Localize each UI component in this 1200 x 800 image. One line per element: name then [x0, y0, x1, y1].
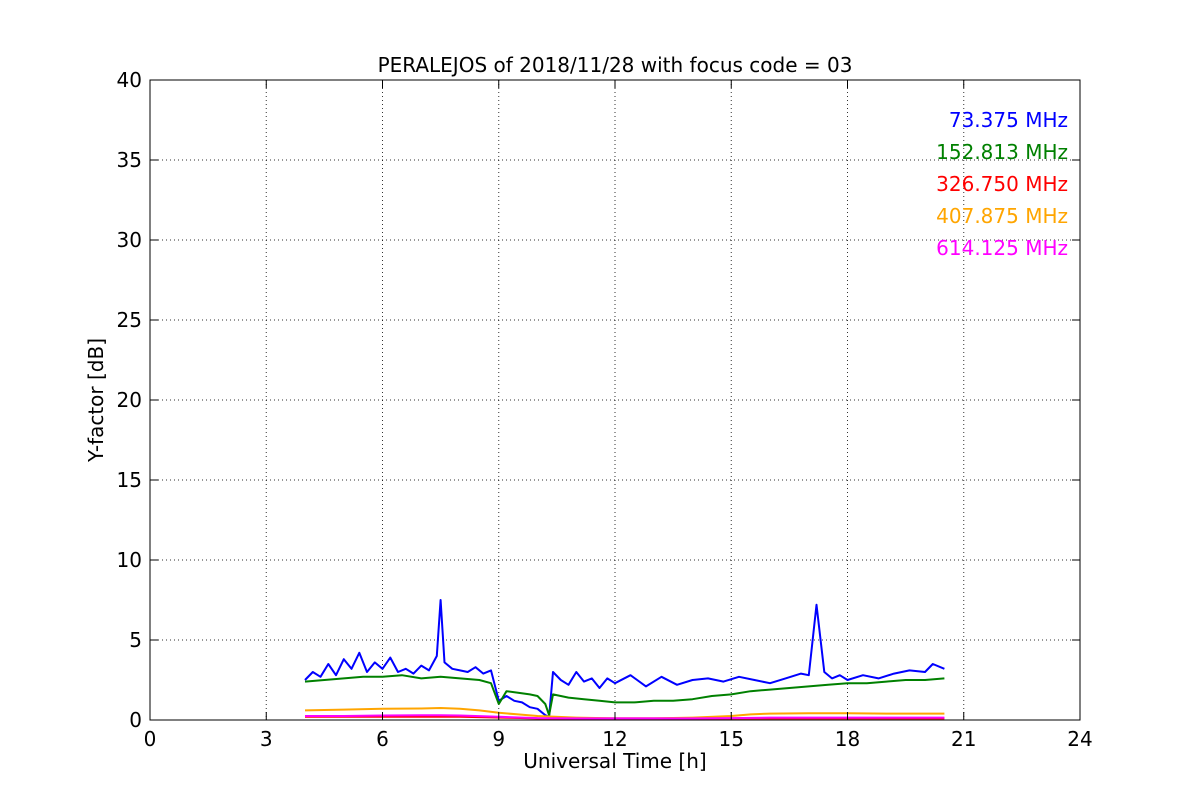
y-tick-label: 20: [117, 388, 142, 412]
y-tick-label: 25: [117, 308, 142, 332]
legend-entry: 152.813 MHz: [936, 140, 1068, 164]
x-tick-label: 9: [492, 727, 505, 751]
x-tick-label: 6: [376, 727, 389, 751]
y-tick-label: 30: [117, 228, 142, 252]
legend-entry: 73.375 MHz: [949, 108, 1068, 132]
x-tick-label: 18: [835, 727, 860, 751]
y-tick-label: 35: [117, 148, 142, 172]
y-tick-label: 0: [129, 708, 142, 732]
legend-entry: 326.750 MHz: [936, 172, 1068, 196]
y-tick-label: 40: [117, 68, 142, 92]
legend-entry: 407.875 MHz: [936, 204, 1068, 228]
grid: [150, 80, 1080, 720]
series-line-73-375-mhz: [304, 599, 945, 718]
x-tick-label: 24: [1067, 727, 1092, 751]
x-tick-label: 0: [144, 727, 157, 751]
y-axis-label: Y-factor [dB]: [84, 338, 108, 463]
x-tick-label: 3: [260, 727, 273, 751]
y-tick-label: 10: [117, 548, 142, 572]
y-tick-label: 15: [117, 468, 142, 492]
legend: 73.375 MHz 152.813 MHz 326.750 MHz 407.875 …: [936, 108, 1068, 260]
x-tick-label: 21: [951, 727, 976, 751]
chart-title: PERALEJOS of 2018/11/28 with focus code …: [378, 53, 853, 77]
x-tick-label: 15: [719, 727, 744, 751]
ticks: 0 3 6 9 12 15 18 21 24 0 5 10 15 20 25 30 35 40: [117, 68, 1093, 751]
x-tick-label: 12: [602, 727, 627, 751]
y-tick-label: 5: [129, 628, 142, 652]
x-axis-label: Universal Time [h]: [523, 749, 706, 773]
series-line-152-813-mhz: [304, 674, 945, 717]
legend-entry: 614.125 MHz: [936, 236, 1068, 260]
